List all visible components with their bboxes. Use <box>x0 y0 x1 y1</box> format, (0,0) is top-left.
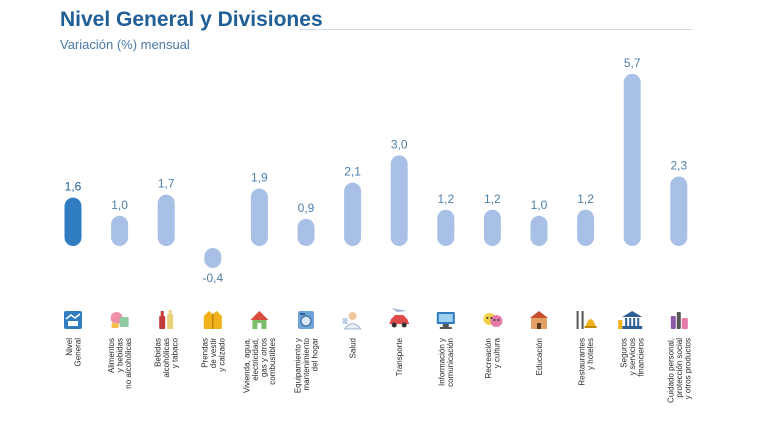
icons-group <box>64 308 688 330</box>
chart-subtitle: Variación (%) mensual <box>60 37 190 52</box>
value-labels-group: 1,6 1,0 1,7 -0,4 1,9 0,9 2,1 3,0 1,2 1,2 1,0 1,2 5,7… <box>65 56 688 285</box>
value-label-7: 3,0 <box>391 137 408 151</box>
bar-3 <box>204 248 222 268</box>
category-line: mantenimiento <box>302 337 311 390</box>
category-line: financieros <box>637 338 646 377</box>
washing-machine-icon <box>298 311 314 329</box>
value-label-2: 1,7 <box>158 177 175 191</box>
value-label-3: -0,4 <box>202 271 223 285</box>
category-line: Cuidado personal, <box>666 338 675 403</box>
doctor-icon <box>342 312 362 330</box>
category-line: Salud <box>349 338 358 358</box>
category-label-5: Equipamiento y mantenimiento del hogar <box>294 337 320 393</box>
category-line: Vivienda, agua, <box>243 338 252 393</box>
chart-title: Nivel General y Divisiones <box>60 8 323 31</box>
bar-10 <box>530 215 548 246</box>
bar-12 <box>623 73 641 246</box>
category-label-3: Prendas de vestir y calzado <box>200 337 226 371</box>
car-icon <box>389 308 410 328</box>
category-line: Seguros <box>620 338 629 368</box>
category-line: Bebidas <box>154 338 163 367</box>
category-line: y otros productos <box>683 338 692 399</box>
house-icon <box>250 311 269 329</box>
value-label-6: 2,1 <box>344 165 361 179</box>
category-line: Transporte <box>395 337 404 376</box>
category-line: gas y otros <box>260 338 269 377</box>
value-label-11: 1,2 <box>577 192 594 206</box>
bank-icon <box>618 311 643 329</box>
bottle-icon <box>159 310 174 329</box>
category-label-1: Alimentos y bebidas no alcohólicas <box>107 338 133 389</box>
title-divider <box>300 29 692 30</box>
bars-group <box>64 73 688 268</box>
category-line: Nivel <box>65 338 74 356</box>
category-line: Restaurantes <box>577 338 586 386</box>
bar-13 <box>670 176 688 246</box>
category-line: Recreación <box>484 338 493 378</box>
category-line: combustibles <box>268 338 277 385</box>
jacket-icon <box>203 311 222 329</box>
category-line: Información y <box>438 338 447 386</box>
category-line: comunicación <box>446 338 455 387</box>
category-label-6: Salud <box>349 338 358 358</box>
category-line: Prendas <box>200 338 209 368</box>
category-line: no alcohólicas <box>124 338 133 389</box>
category-line: alcohólicas <box>162 338 171 378</box>
value-label-9: 1,2 <box>484 192 501 206</box>
category-line: Equipamiento y <box>294 338 303 393</box>
category-line: Alimentos <box>107 338 116 373</box>
value-label-5: 0,9 <box>298 201 315 215</box>
category-label-2: Bebidas alcohólicas y tabaco <box>154 337 180 377</box>
category-label-4: Vivienda, agua, electricidad, gas y otros c… <box>243 338 278 393</box>
category-line: y hoteles <box>586 338 595 370</box>
value-label-1: 1,0 <box>111 198 128 212</box>
ipc-logo-icon <box>64 311 82 329</box>
category-labels-group: Nivel General Alimentos y bebidas no alcohól… <box>65 337 693 402</box>
bar-6 <box>344 182 362 246</box>
bar-9 <box>483 209 501 246</box>
category-line: y servicios <box>628 338 637 375</box>
category-line: y calzado <box>217 337 226 371</box>
school-icon <box>530 311 548 329</box>
category-line: y bebidas <box>116 338 125 372</box>
value-label-4: 1,9 <box>251 171 268 185</box>
category-label-8: Información y comunicación <box>438 338 456 387</box>
category-line: protección social <box>675 338 684 398</box>
category-line: y tabaco <box>171 337 180 368</box>
category-label-10: Educación <box>535 338 544 375</box>
value-label-8: 1,2 <box>437 192 454 206</box>
bar-0 <box>64 197 82 246</box>
category-line: Educación <box>535 338 544 375</box>
category-line: electricidad, <box>251 338 260 381</box>
category-label-13: Cuidado personal, protección social y otro… <box>666 338 692 403</box>
category-label-11: Restaurantes y hoteles <box>577 338 595 386</box>
value-label-10: 1,0 <box>531 198 548 212</box>
value-label-13: 2,3 <box>670 159 687 173</box>
computer-icon <box>436 312 455 329</box>
category-label-9: Recreación y cultura <box>484 337 502 378</box>
category-line: de vestir <box>209 338 218 369</box>
cutlery-icon <box>576 311 597 329</box>
bar-8 <box>437 209 455 246</box>
bar-11 <box>577 209 595 246</box>
bar-5 <box>297 218 315 246</box>
bar-7 <box>390 155 408 246</box>
bar-1 <box>111 215 129 246</box>
category-label-12: Seguros y servicios financieros <box>620 338 646 377</box>
theater-masks-icon <box>483 313 503 327</box>
category-line: y cultura <box>493 337 502 368</box>
value-label-12: 5,7 <box>624 56 641 70</box>
category-label-0: Nivel General <box>65 338 83 367</box>
bar-4 <box>250 188 268 246</box>
bar-2 <box>157 194 175 246</box>
food-icon <box>110 312 129 328</box>
value-label-0: 1,6 <box>65 180 82 194</box>
category-line: del hogar <box>311 338 320 372</box>
category-line: General <box>73 338 82 367</box>
category-label-7: Transporte <box>395 337 404 376</box>
toiletries-icon <box>670 312 688 329</box>
